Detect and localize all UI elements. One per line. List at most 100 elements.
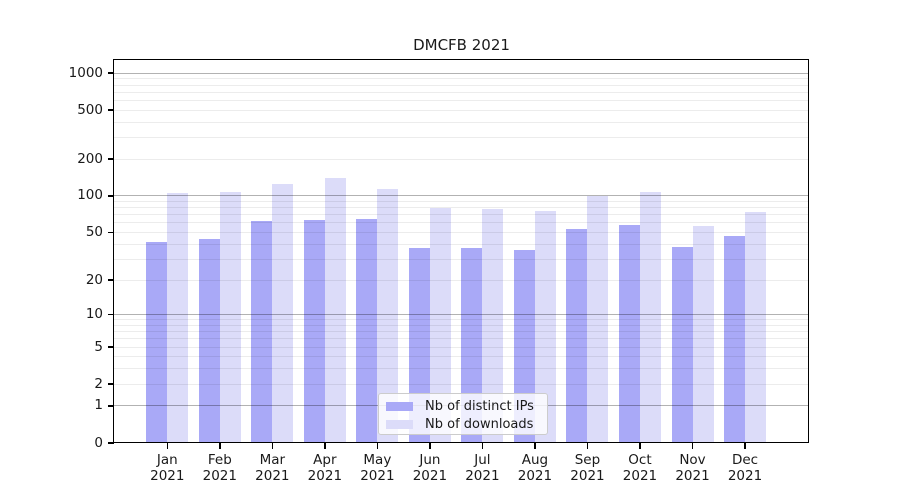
bar-downloads-may [377,188,399,443]
gridline-6 [114,338,809,340]
xtick-label-oct: Oct 2021 [622,452,658,484]
gridline-80 [114,207,809,209]
gridline-100 [114,195,809,197]
xtick-mark-dec [744,443,746,449]
bar-distinct-ips-jan [146,241,168,443]
ytick-label-1: 1 [94,397,103,414]
bar-distinct-ips-sep [566,228,588,443]
ytick-label-0: 0 [94,434,103,451]
bar-downloads-jan [167,193,189,443]
ytick-mark-1000 [108,72,114,74]
bar-distinct-ips-apr [303,219,325,443]
gridline-4 [114,356,809,358]
bar-downloads-feb [219,191,241,443]
bar-distinct-ips-oct [618,224,640,443]
gridline-20 [114,279,809,281]
xtick-label-may: May 2021 [360,452,395,484]
ytick-label-20: 20 [85,271,103,288]
ytick-label-100: 100 [77,187,103,204]
xtick-mark-mar [271,443,274,449]
gridline-9 [114,319,809,321]
xtick-mark-nov [691,443,694,449]
gridline-300 [114,137,809,139]
ytick-mark-200 [108,158,114,160]
gridline-400 [114,121,809,123]
ytick-mark-100 [108,195,114,197]
gridline-60 [114,222,809,224]
gridline-50 [114,232,809,234]
gridline-70 [114,214,809,216]
ytick-label-10: 10 [85,306,103,323]
xtick-label-jun: Jun 2021 [412,452,448,484]
legend-swatch-downloads [386,419,413,429]
xtick-mark-apr [324,443,326,449]
xtick-mark-jan [166,443,169,449]
bar-downloads-jun [429,207,451,443]
bar-downloads-jul [482,209,504,443]
gridline-7 [114,331,809,333]
xtick-label-jan: Jan 2021 [150,452,185,484]
legend-label-downloads: Nb of downloads [425,416,534,432]
xtick-label-apr: Apr 2021 [307,452,343,484]
ytick-label-50: 50 [85,224,103,241]
gridline-30 [114,258,809,260]
gridline-1000 [114,72,809,74]
xtick-label-sep: Sep 2021 [570,452,605,484]
xtick-label-dec: Dec 2021 [727,452,763,484]
bar-downloads-mar [272,183,294,443]
grid-layer [114,60,809,443]
bar-downloads-oct [639,191,661,443]
xtick-mark-aug [534,443,536,449]
chart-title: DMCFB 2021 [413,36,510,54]
xtick-mark-oct [639,443,641,449]
ytick-mark-5 [108,346,114,348]
gridline-700 [114,91,809,93]
legend-swatch-distinct-ips [386,401,413,411]
ytick-mark-20 [108,279,114,281]
ytick-mark-50 [108,231,114,234]
bar-distinct-ips-feb [198,239,220,443]
gridline-600 [114,100,809,101]
xtick-mark-jun [429,443,431,449]
xtick-mark-may [376,443,379,449]
xtick-label-mar: Mar 2021 [255,452,290,484]
gridline-90 [114,201,809,203]
gridline-40 [114,243,809,245]
bar-distinct-ips-nov [671,246,693,443]
xtick-mark-jul [481,443,484,449]
gridline-500 [114,109,809,111]
legend: Nb of distinct IPs Nb of downloads [378,393,548,435]
gridline-800 [114,84,809,86]
legend-item-distinct-ips: Nb of distinct IPs [386,397,547,415]
bar-downloads-nov [692,225,714,443]
bar-downloads-sep [587,195,609,443]
ytick-mark-1 [108,405,114,407]
ytick-label-2: 2 [94,375,103,392]
ytick-mark-0 [108,442,114,444]
bar-downloads-dec [745,211,767,443]
plot-area [114,60,809,443]
gridline-5 [114,346,809,348]
gridline-3 [114,368,809,370]
xtick-label-nov: Nov 2021 [675,452,710,484]
gridline-2 [114,383,809,385]
ytick-label-1000: 1000 [68,64,103,81]
ytick-label-500: 500 [77,101,103,118]
xtick-mark-sep [586,443,589,449]
bar-downloads-aug [534,211,556,443]
xtick-label-jul: Jul 2021 [465,452,500,484]
xtick-label-feb: Feb 2021 [202,452,237,484]
legend-label-distinct-ips: Nb of distinct IPs [425,398,534,414]
ytick-label-5: 5 [94,338,103,355]
bar-downloads-apr [324,178,346,443]
xtick-mark-feb [219,443,221,449]
xtick-label-aug: Aug 2021 [517,452,553,484]
bar-distinct-ips-dec [724,235,746,443]
bar-distinct-ips-may [356,218,378,443]
ytick-mark-500 [108,109,114,111]
ytick-label-200: 200 [77,150,103,167]
ytick-mark-10 [108,313,114,316]
legend-item-downloads: Nb of downloads [386,415,547,433]
gridline-200 [114,158,809,160]
